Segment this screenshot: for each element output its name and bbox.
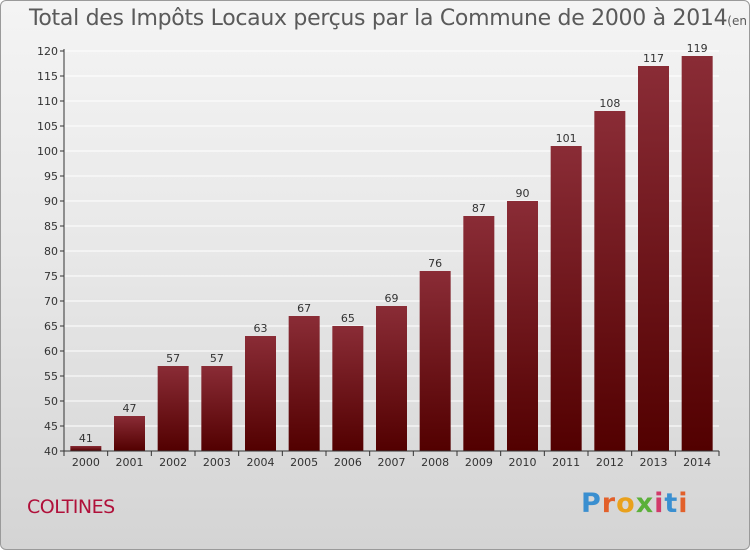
- chart-title-unit: (en milliers d'€): [727, 14, 749, 28]
- bar: [638, 66, 669, 451]
- x-tick-label: 2012: [596, 456, 624, 469]
- x-tick-label: 2008: [421, 456, 449, 469]
- y-tick-label: 40: [44, 445, 58, 458]
- y-tick-label: 75: [44, 270, 58, 283]
- bar: [332, 326, 364, 451]
- logo-letter: i: [654, 488, 665, 519]
- chart-title-main: Total des Impôts Locaux perçus par la Co…: [29, 6, 728, 31]
- bar-value-label: 57: [166, 352, 180, 365]
- y-tick-label: 45: [44, 420, 58, 433]
- x-tick-label: 2011: [552, 456, 580, 469]
- logo-letter: o: [616, 488, 636, 519]
- bar-value-label: 87: [472, 202, 486, 215]
- x-tick-label: 2003: [203, 456, 231, 469]
- x-tick-label: 2006: [334, 456, 362, 469]
- bar-value-label: 117: [643, 52, 664, 65]
- y-tick-label: 85: [44, 220, 58, 233]
- x-tick-label: 2004: [247, 456, 275, 469]
- bar-value-label: 65: [341, 312, 355, 325]
- bar-value-label: 90: [516, 187, 530, 200]
- y-tick-label: 105: [37, 120, 58, 133]
- bar-value-label: 76: [428, 257, 442, 270]
- bar-value-label: 41: [79, 432, 93, 445]
- y-tick-label: 115: [37, 70, 58, 83]
- bar-value-label: 101: [556, 132, 577, 145]
- proxiti-logo: Proxiti: [581, 488, 689, 519]
- x-tick-label: 2009: [465, 456, 493, 469]
- x-tick-label: 2010: [509, 456, 537, 469]
- x-tick-label: 2007: [378, 456, 406, 469]
- bar: [157, 366, 189, 451]
- bar-value-label: 67: [297, 302, 311, 315]
- y-tick-label: 110: [37, 95, 58, 108]
- y-tick-label: 90: [44, 195, 58, 208]
- bar: [245, 336, 276, 451]
- y-tick-label: 80: [44, 245, 58, 258]
- y-tick-label: 50: [44, 395, 58, 408]
- bar-value-label: 119: [687, 42, 708, 55]
- logo-letter: t: [664, 488, 679, 519]
- y-tick-label: 120: [37, 45, 58, 58]
- x-tick-label: 2000: [72, 456, 100, 469]
- chart-title: Total des Impôts Locaux perçus par la Co…: [29, 6, 749, 31]
- logo-letter: i: [678, 488, 689, 519]
- bar-value-label: 69: [385, 292, 399, 305]
- bar: [550, 146, 582, 451]
- x-tick-label: 2014: [683, 456, 711, 469]
- bar: [114, 416, 145, 451]
- logo-letter: r: [601, 488, 617, 519]
- y-tick-label: 100: [37, 145, 58, 158]
- y-tick-label: 60: [44, 345, 58, 358]
- logo-letter: P: [581, 488, 602, 519]
- y-tick-label: 95: [44, 170, 58, 183]
- x-tick-label: 2013: [640, 456, 668, 469]
- bar: [507, 201, 538, 451]
- y-tick-label: 65: [44, 320, 58, 333]
- bar-value-label: 108: [599, 97, 620, 110]
- bar-value-label: 63: [254, 322, 268, 335]
- bar: [201, 366, 233, 451]
- bar: [419, 271, 451, 451]
- commune-name: COLTINES: [27, 496, 115, 518]
- x-tick-label: 2002: [159, 456, 187, 469]
- bar: [288, 316, 320, 451]
- bar-value-label: 57: [210, 352, 224, 365]
- logo-letter: x: [635, 488, 655, 519]
- y-tick-label: 55: [44, 370, 58, 383]
- bar-value-label: 47: [123, 402, 137, 415]
- bar: [376, 306, 407, 451]
- bar: [594, 111, 626, 451]
- y-tick-label: 70: [44, 295, 58, 308]
- x-tick-label: 2001: [116, 456, 144, 469]
- bar: [70, 446, 102, 451]
- bar: [681, 56, 713, 451]
- x-tick-label: 2005: [290, 456, 318, 469]
- bar: [463, 216, 495, 451]
